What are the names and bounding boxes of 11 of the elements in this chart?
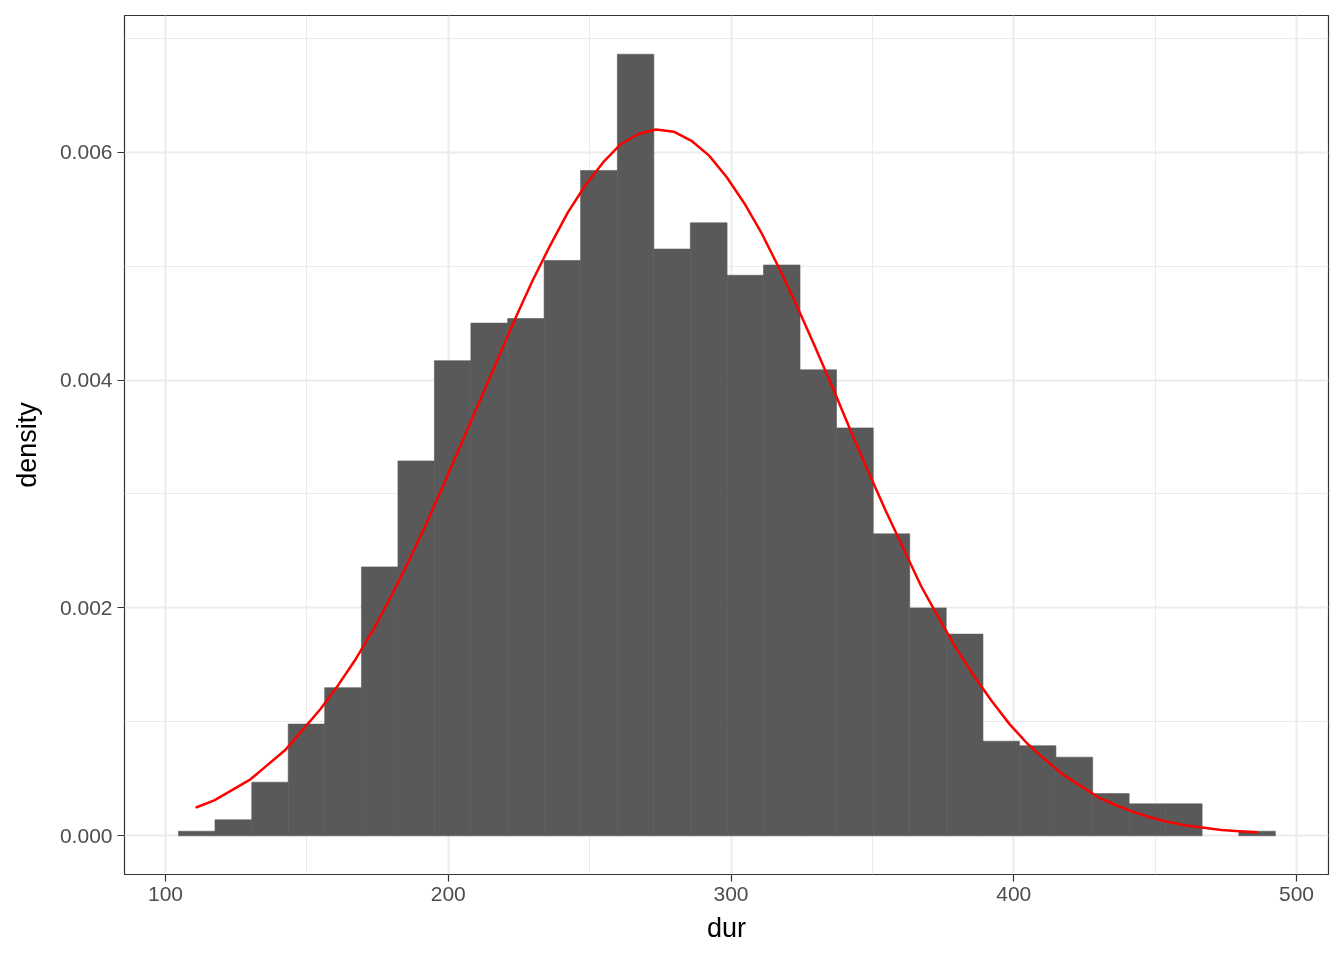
x-tick-label: 500 (1279, 881, 1315, 905)
x-axis-title: dur (706, 912, 747, 943)
y-tick-label: 0.000 (59, 823, 113, 847)
x-tick-label: 300 (713, 881, 749, 905)
y-tick-label: 0.002 (59, 595, 113, 619)
x-tick-label: 400 (996, 881, 1032, 905)
y-tick-label: 0.004 (59, 368, 113, 392)
y-axis-title: density (11, 401, 42, 488)
x-tick-label: 100 (147, 881, 184, 905)
x-tick-label: 200 (430, 881, 466, 905)
y-tick-label: 0.006 (59, 140, 113, 164)
